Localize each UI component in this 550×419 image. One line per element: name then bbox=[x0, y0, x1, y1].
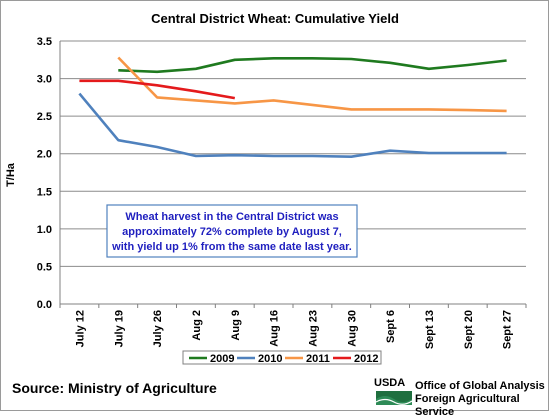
x-tick-label: Sept 13 bbox=[424, 310, 436, 349]
y-tick-label: 0.5 bbox=[37, 261, 52, 273]
x-tick-label: Sept 27 bbox=[502, 310, 514, 349]
chart-title: Central District Wheat: Cumulative Yield bbox=[151, 11, 399, 26]
y-axis-label: T/Ha bbox=[5, 162, 17, 187]
annotation-line: approximately 72% complete by August 7, bbox=[122, 226, 342, 238]
y-tick-label: 1.5 bbox=[37, 186, 52, 198]
x-tick-label: Aug 9 bbox=[230, 310, 242, 341]
y-tick-label: 1.0 bbox=[37, 224, 52, 236]
legend-box bbox=[182, 350, 382, 365]
annotation-box bbox=[106, 204, 358, 258]
y-tick-label: 0.0 bbox=[37, 299, 52, 311]
legend-label-2012: 2012 bbox=[354, 353, 378, 365]
office-name: Office of Global Analysis Foreign Agricu… bbox=[415, 380, 550, 419]
x-tick-label: Aug 30 bbox=[346, 310, 358, 347]
y-tick-label: 2.0 bbox=[37, 149, 52, 161]
legend-label-2011: 2011 bbox=[306, 353, 330, 365]
x-tick-label: Aug 23 bbox=[307, 310, 319, 347]
usda-logo bbox=[376, 391, 412, 405]
x-tick-label: July 26 bbox=[152, 310, 164, 347]
legend-label-2009: 2009 bbox=[210, 353, 234, 365]
office-line-2: Foreign Agricultural Service bbox=[415, 393, 520, 418]
legend-label-2010: 2010 bbox=[258, 353, 282, 365]
annotation-line: Wheat harvest in the Central District wa… bbox=[125, 211, 338, 223]
office-line-1: Office of Global Analysis bbox=[415, 380, 545, 392]
y-tick-label: 3.5 bbox=[37, 36, 52, 48]
legend: 2009 2010 2011 2012 bbox=[182, 350, 382, 365]
x-tick-label: Aug 2 bbox=[191, 310, 203, 341]
y-tick-label: 3.0 bbox=[37, 74, 52, 86]
logo-word: USDA bbox=[374, 377, 406, 389]
x-tick-label: July 12 bbox=[74, 310, 86, 347]
x-tick-label: July 19 bbox=[113, 310, 125, 347]
chart-frame: Central District Wheat: Cumulative Yield… bbox=[0, 0, 549, 411]
source-note: Source: Ministry of Agriculture bbox=[12, 380, 217, 396]
y-tick-label: 2.5 bbox=[37, 111, 52, 123]
x-tick-label: Sept 20 bbox=[463, 310, 475, 349]
x-tick-label: Sept 6 bbox=[385, 310, 397, 343]
annotation-line: with yield up 1% from the same date last… bbox=[111, 241, 352, 253]
series-line-2009 bbox=[118, 57, 507, 74]
series-line-2012 bbox=[79, 79, 236, 100]
plot-area: 0.0 0.5 1.0 1.5 2.0 2.5 3.0 3.5 July 12 July 19 Ju… bbox=[37, 36, 527, 349]
x-tick-label: Aug 16 bbox=[269, 310, 281, 347]
series-line-2011 bbox=[117, 56, 507, 113]
series-line-2010 bbox=[78, 92, 507, 158]
